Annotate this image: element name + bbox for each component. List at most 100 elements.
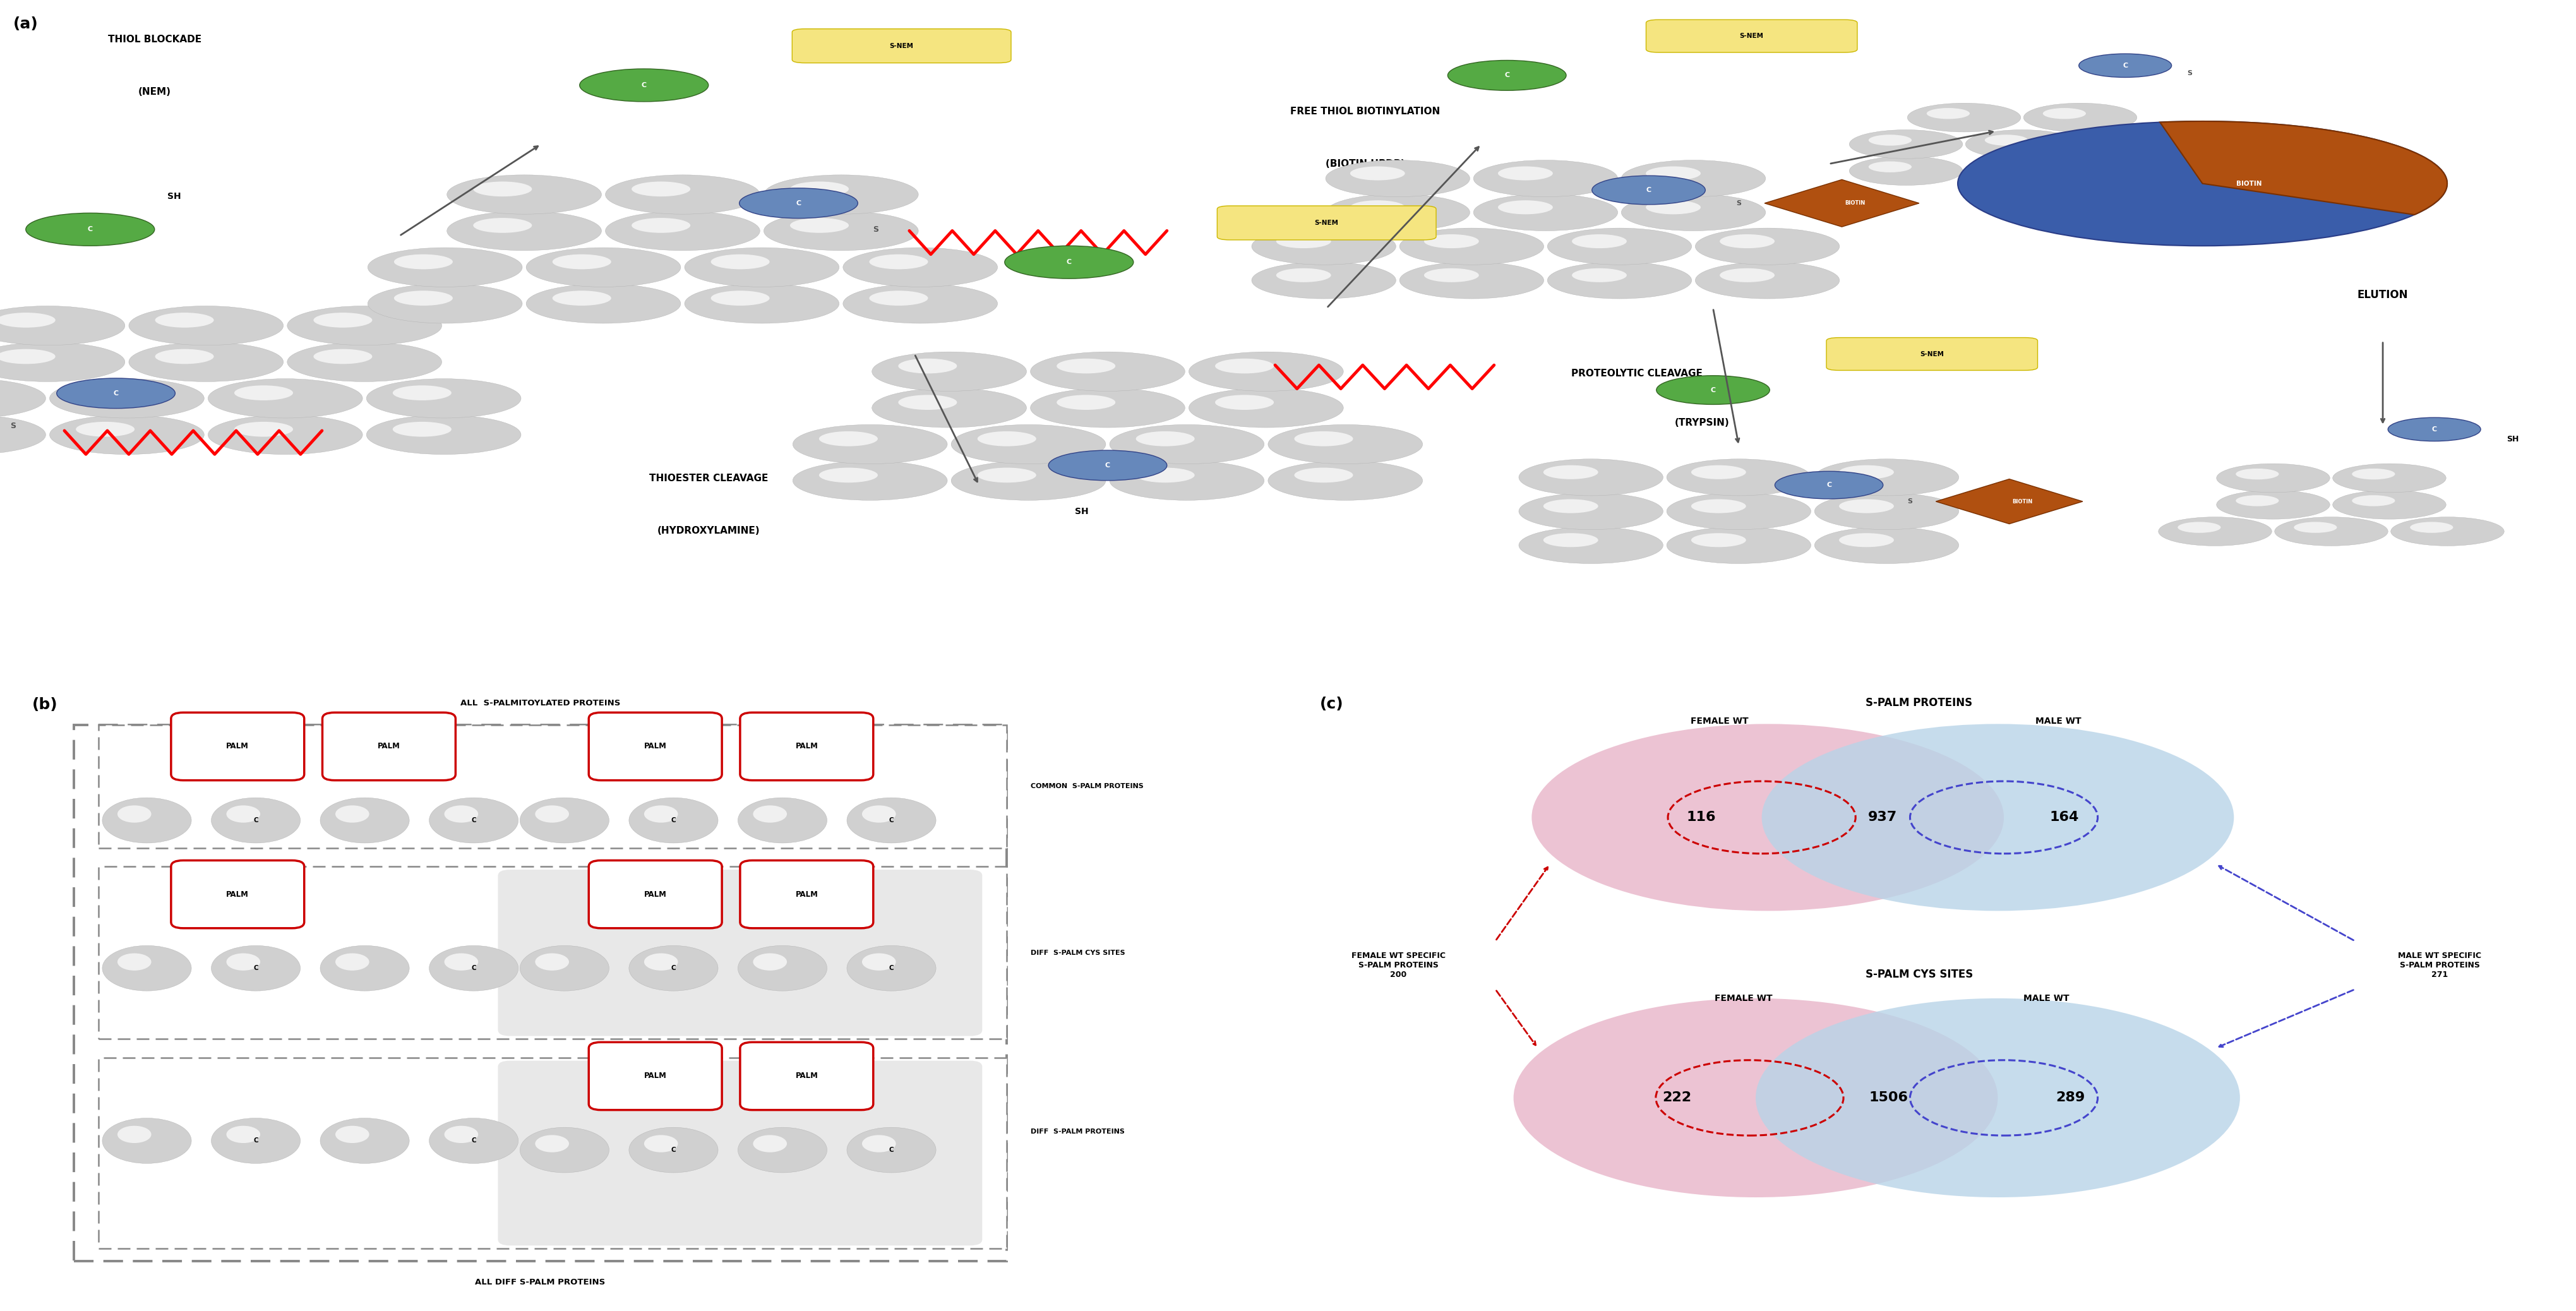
FancyBboxPatch shape — [1826, 338, 2038, 370]
Circle shape — [976, 468, 1036, 482]
Circle shape — [2388, 417, 2481, 440]
FancyBboxPatch shape — [793, 29, 1012, 63]
Circle shape — [103, 945, 191, 991]
Circle shape — [2177, 522, 2221, 532]
Text: C: C — [1646, 187, 1651, 193]
Text: PALM: PALM — [796, 1072, 819, 1080]
Text: FEMALE WT: FEMALE WT — [1690, 717, 1749, 725]
Circle shape — [0, 349, 57, 364]
Text: C: C — [471, 965, 477, 971]
Text: FREE THIOL BIOTINYLATION: FREE THIOL BIOTINYLATION — [1291, 106, 1440, 117]
Text: PALM: PALM — [379, 742, 399, 750]
FancyBboxPatch shape — [75, 725, 1007, 1261]
Circle shape — [1965, 156, 2079, 185]
Text: S: S — [873, 225, 878, 233]
Text: C: C — [1504, 72, 1510, 79]
Circle shape — [1868, 135, 1911, 146]
Circle shape — [2025, 104, 2138, 132]
Text: PALM: PALM — [227, 742, 250, 750]
Text: S-NEM: S-NEM — [1314, 220, 1340, 225]
Circle shape — [1571, 235, 1628, 248]
Circle shape — [1543, 499, 1597, 513]
Text: S: S — [10, 422, 15, 430]
Text: ELUTION: ELUTION — [2357, 290, 2409, 300]
Ellipse shape — [1762, 724, 2233, 911]
Circle shape — [1425, 269, 1479, 282]
Circle shape — [1656, 375, 1770, 404]
Text: PALM: PALM — [644, 742, 667, 750]
Circle shape — [155, 312, 214, 328]
Circle shape — [752, 1135, 786, 1152]
Circle shape — [394, 254, 453, 269]
Circle shape — [430, 1118, 518, 1163]
Circle shape — [448, 174, 600, 214]
Circle shape — [1850, 156, 1963, 185]
Circle shape — [2334, 490, 2447, 519]
Circle shape — [526, 248, 680, 287]
Text: C: C — [672, 1147, 675, 1154]
Circle shape — [2215, 490, 2329, 519]
Circle shape — [392, 385, 451, 400]
Text: C: C — [1066, 260, 1072, 265]
FancyBboxPatch shape — [497, 1061, 981, 1245]
Circle shape — [2081, 156, 2195, 185]
Text: BIOTIN: BIOTIN — [1844, 201, 1865, 206]
Circle shape — [2411, 522, 2452, 532]
Text: FEMALE WT SPECIFIC
S-PALM PROTEINS
200: FEMALE WT SPECIFIC S-PALM PROTEINS 200 — [1352, 952, 1445, 979]
FancyBboxPatch shape — [98, 1058, 1007, 1248]
Text: ALL DIFF S-PALM PROTEINS: ALL DIFF S-PALM PROTEINS — [474, 1278, 605, 1286]
Circle shape — [1190, 351, 1345, 391]
FancyBboxPatch shape — [739, 1042, 873, 1110]
Circle shape — [1216, 358, 1273, 374]
Polygon shape — [1765, 180, 1919, 227]
Circle shape — [129, 342, 283, 382]
Text: PALM: PALM — [227, 890, 250, 898]
Circle shape — [209, 379, 363, 418]
Circle shape — [848, 945, 935, 991]
Circle shape — [1190, 388, 1345, 427]
Circle shape — [335, 805, 368, 822]
Text: (TRYPSIN): (TRYPSIN) — [1674, 418, 1728, 427]
Circle shape — [644, 953, 677, 970]
Circle shape — [1327, 160, 1471, 197]
Circle shape — [605, 174, 760, 214]
Circle shape — [685, 248, 840, 287]
Circle shape — [1216, 395, 1273, 410]
Circle shape — [793, 425, 948, 464]
Text: THIOESTER CLEAVAGE: THIOESTER CLEAVAGE — [649, 473, 768, 484]
Circle shape — [605, 211, 760, 250]
Circle shape — [227, 1126, 260, 1143]
Circle shape — [644, 1135, 677, 1152]
Circle shape — [1030, 351, 1185, 391]
Circle shape — [1906, 104, 2020, 132]
Circle shape — [1110, 461, 1265, 501]
Text: S-NEM: S-NEM — [1919, 351, 1945, 357]
Circle shape — [1984, 135, 2027, 146]
Circle shape — [0, 305, 124, 345]
Circle shape — [75, 385, 134, 400]
Circle shape — [2334, 464, 2447, 493]
Circle shape — [711, 291, 770, 305]
Circle shape — [711, 254, 770, 269]
Circle shape — [1520, 459, 1664, 496]
Circle shape — [443, 805, 479, 822]
Circle shape — [57, 378, 175, 409]
Circle shape — [1543, 534, 1597, 547]
Circle shape — [848, 1127, 935, 1172]
Circle shape — [739, 189, 858, 219]
Circle shape — [286, 305, 443, 345]
Circle shape — [976, 431, 1036, 446]
Circle shape — [793, 461, 948, 501]
Circle shape — [644, 805, 677, 822]
Circle shape — [49, 416, 204, 455]
Circle shape — [791, 218, 848, 233]
Text: S-NEM: S-NEM — [889, 43, 914, 49]
Circle shape — [1850, 130, 1963, 159]
Circle shape — [75, 422, 134, 437]
Circle shape — [26, 212, 155, 246]
Circle shape — [1548, 228, 1692, 265]
Circle shape — [211, 797, 301, 843]
Circle shape — [2275, 517, 2388, 545]
Circle shape — [227, 805, 260, 822]
Text: S: S — [1736, 201, 1741, 206]
